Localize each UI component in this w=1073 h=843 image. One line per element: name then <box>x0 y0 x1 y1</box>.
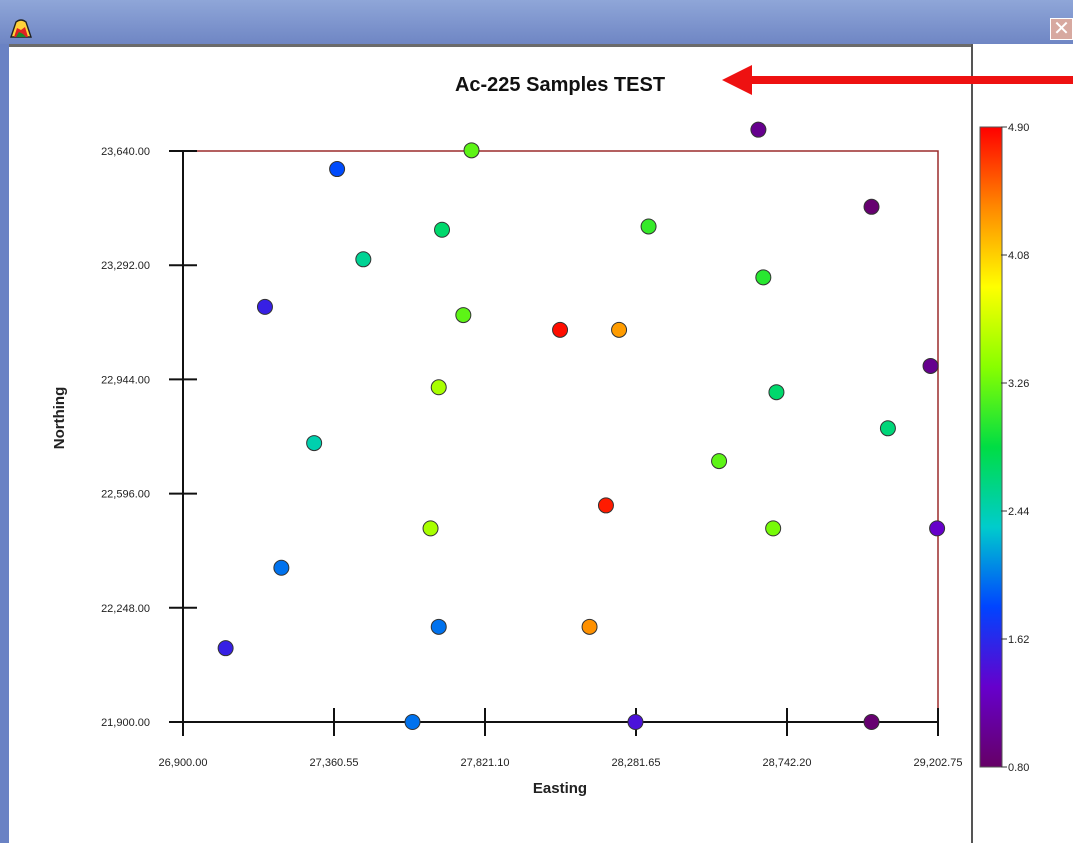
x-tick-label: 27,360.55 <box>310 757 359 769</box>
data-point <box>581 618 598 635</box>
colorbar-tick-label: 2.44 <box>1008 506 1029 518</box>
y-tick-label: 23,292.00 <box>101 260 150 272</box>
data-point <box>422 520 439 537</box>
colorbar-tick-label: 1.62 <box>1008 634 1029 646</box>
data-point <box>430 618 447 635</box>
close-icon[interactable]: ✕ <box>1050 18 1073 40</box>
x-axis-label: Easting <box>533 780 587 797</box>
data-point <box>863 198 880 215</box>
data-point <box>611 321 628 338</box>
data-point <box>463 142 480 159</box>
y-axis: 21,900.00 22,248.00 22,596.00 22,944.00 23,2… <box>101 146 197 729</box>
chart-frame-top <box>9 44 973 47</box>
y-tick-label: 21,900.00 <box>101 717 150 729</box>
colorbar <box>979 126 1003 768</box>
annotation-arrow-shaft <box>750 76 1073 84</box>
data-point <box>768 384 785 401</box>
data-point <box>627 714 644 730</box>
bounding-box <box>183 150 939 722</box>
window-titlebar: ✕ <box>0 0 1073 44</box>
data-point <box>863 714 880 730</box>
colorbar-ticks: 4.90 4.08 3.26 2.44 1.62 0.80 <box>1001 122 1029 774</box>
data-point <box>306 435 323 452</box>
data-point <box>434 221 451 238</box>
colorbar-tick-label: 4.08 <box>1008 250 1029 262</box>
data-point <box>404 714 421 730</box>
x-tick-label: 28,742.20 <box>763 757 812 769</box>
y-tick-label: 23,640.00 <box>101 146 150 158</box>
data-point <box>552 321 569 338</box>
x-tick-label: 26,900.00 <box>159 757 208 769</box>
data-point <box>640 218 657 235</box>
data-point <box>217 640 234 657</box>
x-tick-label: 28,281.65 <box>612 757 661 769</box>
x-tick-label: 29,202.75 <box>914 757 963 769</box>
data-points <box>217 121 946 730</box>
colorbar-tick-label: 0.80 <box>1008 762 1029 774</box>
annotation-arrow-head <box>722 65 752 95</box>
y-tick-label: 22,944.00 <box>101 374 150 386</box>
data-point <box>355 251 372 268</box>
data-point <box>430 379 447 396</box>
data-point <box>750 121 767 138</box>
plot-area <box>183 150 939 722</box>
data-point <box>597 497 614 514</box>
data-point <box>455 307 472 324</box>
data-point <box>755 269 772 286</box>
chart-title: Ac-225 Samples TEST <box>455 74 665 96</box>
data-point <box>273 559 290 576</box>
y-tick-label: 22,248.00 <box>101 603 150 615</box>
y-axis-label: Northing <box>51 387 68 449</box>
x-tick-label: 27,821.10 <box>461 757 510 769</box>
data-point <box>929 520 946 537</box>
data-point <box>711 453 728 470</box>
data-point <box>765 520 782 537</box>
data-point <box>922 357 939 374</box>
annotation-arrow <box>722 65 1073 95</box>
colorbar-tick-label: 3.26 <box>1008 378 1029 390</box>
colorbar-tick-label: 4.90 <box>1008 122 1029 134</box>
data-point <box>879 420 896 437</box>
window-left-border <box>0 44 9 843</box>
chart-frame-divider <box>971 44 973 843</box>
data-point <box>256 298 273 315</box>
y-tick-label: 22,596.00 <box>101 489 150 501</box>
data-point <box>329 161 346 178</box>
x-axis: 26,900.00 27,360.55 27,821.10 28,281.65 28,7… <box>159 708 963 769</box>
app-palette-icon <box>10 19 32 38</box>
